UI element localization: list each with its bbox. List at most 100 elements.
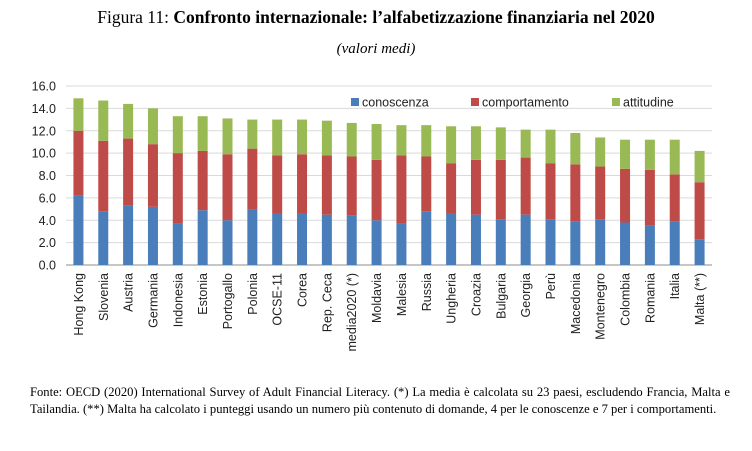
- source-note: Fonte: OECD (2020) International Survey …: [30, 385, 730, 416]
- bars: [73, 98, 705, 265]
- legend-label-conoscenza: conoscenza: [362, 96, 429, 110]
- bar-segment-conoscenza: [222, 220, 233, 265]
- bar-segment-conoscenza: [644, 225, 655, 265]
- figure-subtitle: (valori medi): [336, 41, 416, 57]
- bar-segment-conoscenza: [297, 213, 308, 265]
- bar-segment-attitudine: [620, 139, 631, 169]
- x-category-label: Bulgaria: [494, 273, 508, 319]
- bar-segment-attitudine: [222, 118, 233, 155]
- x-category-label: Romania: [643, 273, 657, 323]
- bar-segment-comportamento: [669, 174, 680, 222]
- bar-segment-conoscenza: [98, 211, 109, 265]
- bar-segment-attitudine: [321, 120, 332, 156]
- x-category-label: Russia: [420, 273, 434, 311]
- bar-segment-comportamento: [172, 153, 183, 224]
- bar-segment-attitudine: [669, 139, 680, 175]
- bar-segment-comportamento: [98, 140, 109, 212]
- bar-segment-attitudine: [123, 103, 134, 139]
- bar-segment-conoscenza: [272, 213, 283, 265]
- bar-segment-comportamento: [570, 164, 581, 222]
- bar-segment-conoscenza: [470, 214, 481, 265]
- bar-segment-attitudine: [520, 129, 531, 158]
- x-category-label: Indonesia: [171, 273, 185, 327]
- bar-segment-conoscenza: [346, 215, 357, 265]
- legend-label-attitudine: attitudine: [623, 96, 674, 110]
- legend-swatch-attitudine: [612, 98, 620, 106]
- bar-segment-conoscenza: [620, 222, 631, 265]
- bar-segment-comportamento: [272, 155, 283, 214]
- bar-segment-comportamento: [73, 130, 84, 196]
- stacked-bar-chart: 0.0 2.0 4.0 6.0 8.0 10.0 12.0 14.0 16.0 Hong Kon…: [32, 80, 712, 352]
- bar-segment-attitudine: [272, 119, 283, 156]
- bar-segment-comportamento: [421, 156, 432, 212]
- x-category-label: Hong Kong: [72, 273, 86, 336]
- x-category-label: Georgia: [519, 273, 533, 318]
- bar-segment-conoscenza: [421, 211, 432, 265]
- x-category-label: media2020 (*): [345, 273, 359, 352]
- bar-segment-attitudine: [570, 132, 581, 165]
- bar-segment-conoscenza: [495, 219, 506, 265]
- bar-segment-conoscenza: [694, 239, 705, 265]
- bar-segment-conoscenza: [545, 219, 556, 265]
- bar-segment-conoscenza: [197, 210, 208, 265]
- y-tick-label: 8.0: [39, 169, 56, 183]
- bar-segment-conoscenza: [396, 223, 407, 265]
- bar-segment-attitudine: [495, 127, 506, 160]
- bar-segment-comportamento: [222, 154, 233, 221]
- bar-segment-comportamento: [247, 148, 258, 210]
- bar-segment-comportamento: [644, 169, 655, 226]
- figure-label: Figura 11:: [97, 7, 170, 27]
- bar-segment-attitudine: [595, 137, 606, 167]
- x-axis-categories: Hong Kong Slovenia Austria Germania Indonesi…: [72, 273, 707, 352]
- x-category-label: Germania: [146, 273, 160, 328]
- figure-title: Figura 11: Confronto internazionale: l’a…: [0, 7, 752, 28]
- bar-segment-comportamento: [123, 138, 134, 206]
- legend-swatch-conoscenza: [351, 98, 359, 106]
- bar-segment-conoscenza: [520, 214, 531, 265]
- bar-segment-comportamento: [595, 166, 606, 220]
- x-category-label: Portogallo: [221, 273, 235, 329]
- bar-segment-conoscenza: [73, 195, 84, 265]
- bar-segment-conoscenza: [123, 205, 134, 265]
- bar-segment-comportamento: [470, 159, 481, 215]
- legend: conoscenza comportamento attitudine: [351, 96, 674, 110]
- bar-segment-attitudine: [98, 100, 109, 141]
- y-tick-label: 6.0: [39, 191, 56, 205]
- x-category-label: Croazia: [469, 273, 483, 316]
- bar-segment-comportamento: [197, 150, 208, 211]
- bar-segment-comportamento: [321, 155, 332, 215]
- x-category-label: Colombia: [619, 273, 633, 326]
- figure-title-text: Confronto internazionale: l’alfabetizzaz…: [173, 7, 655, 27]
- y-tick-label: 12.0: [32, 124, 56, 138]
- legend-swatch-comportamento: [471, 98, 479, 106]
- x-category-label: Moldavia: [370, 273, 384, 323]
- bar-segment-attitudine: [346, 122, 357, 157]
- legend-label-comportamento: comportamento: [482, 96, 569, 110]
- bar-segment-conoscenza: [321, 214, 332, 265]
- bar-segment-conoscenza: [371, 220, 382, 265]
- bar-segment-attitudine: [172, 116, 183, 154]
- y-tick-label: 4.0: [39, 214, 56, 228]
- bar-segment-attitudine: [371, 124, 382, 160]
- bar-segment-comportamento: [396, 155, 407, 224]
- x-category-label: Rep. Ceca: [320, 273, 334, 332]
- bar-segment-conoscenza: [172, 223, 183, 265]
- bar-segment-comportamento: [346, 156, 357, 216]
- x-category-label: Slovenia: [97, 273, 111, 321]
- y-tick-label: 16.0: [32, 80, 56, 94]
- bar-segment-attitudine: [446, 126, 457, 164]
- x-category-label: Montenegro: [594, 273, 608, 340]
- x-category-label: Austria: [122, 273, 136, 312]
- bar-segment-comportamento: [446, 163, 457, 214]
- x-category-label: Polonia: [246, 273, 260, 315]
- bar-segment-attitudine: [470, 126, 481, 160]
- bar-segment-comportamento: [694, 182, 705, 240]
- bar-segment-attitudine: [644, 139, 655, 170]
- bar-segment-attitudine: [396, 125, 407, 156]
- y-axis-ticks: 0.0 2.0 4.0 6.0 8.0 10.0 12.0 14.0 16.0: [32, 80, 56, 273]
- x-category-label: Perù: [544, 273, 558, 299]
- y-tick-label: 2.0: [39, 236, 56, 250]
- bar-segment-comportamento: [620, 168, 631, 223]
- bar-segment-comportamento: [520, 157, 531, 215]
- bar-segment-conoscenza: [247, 209, 258, 265]
